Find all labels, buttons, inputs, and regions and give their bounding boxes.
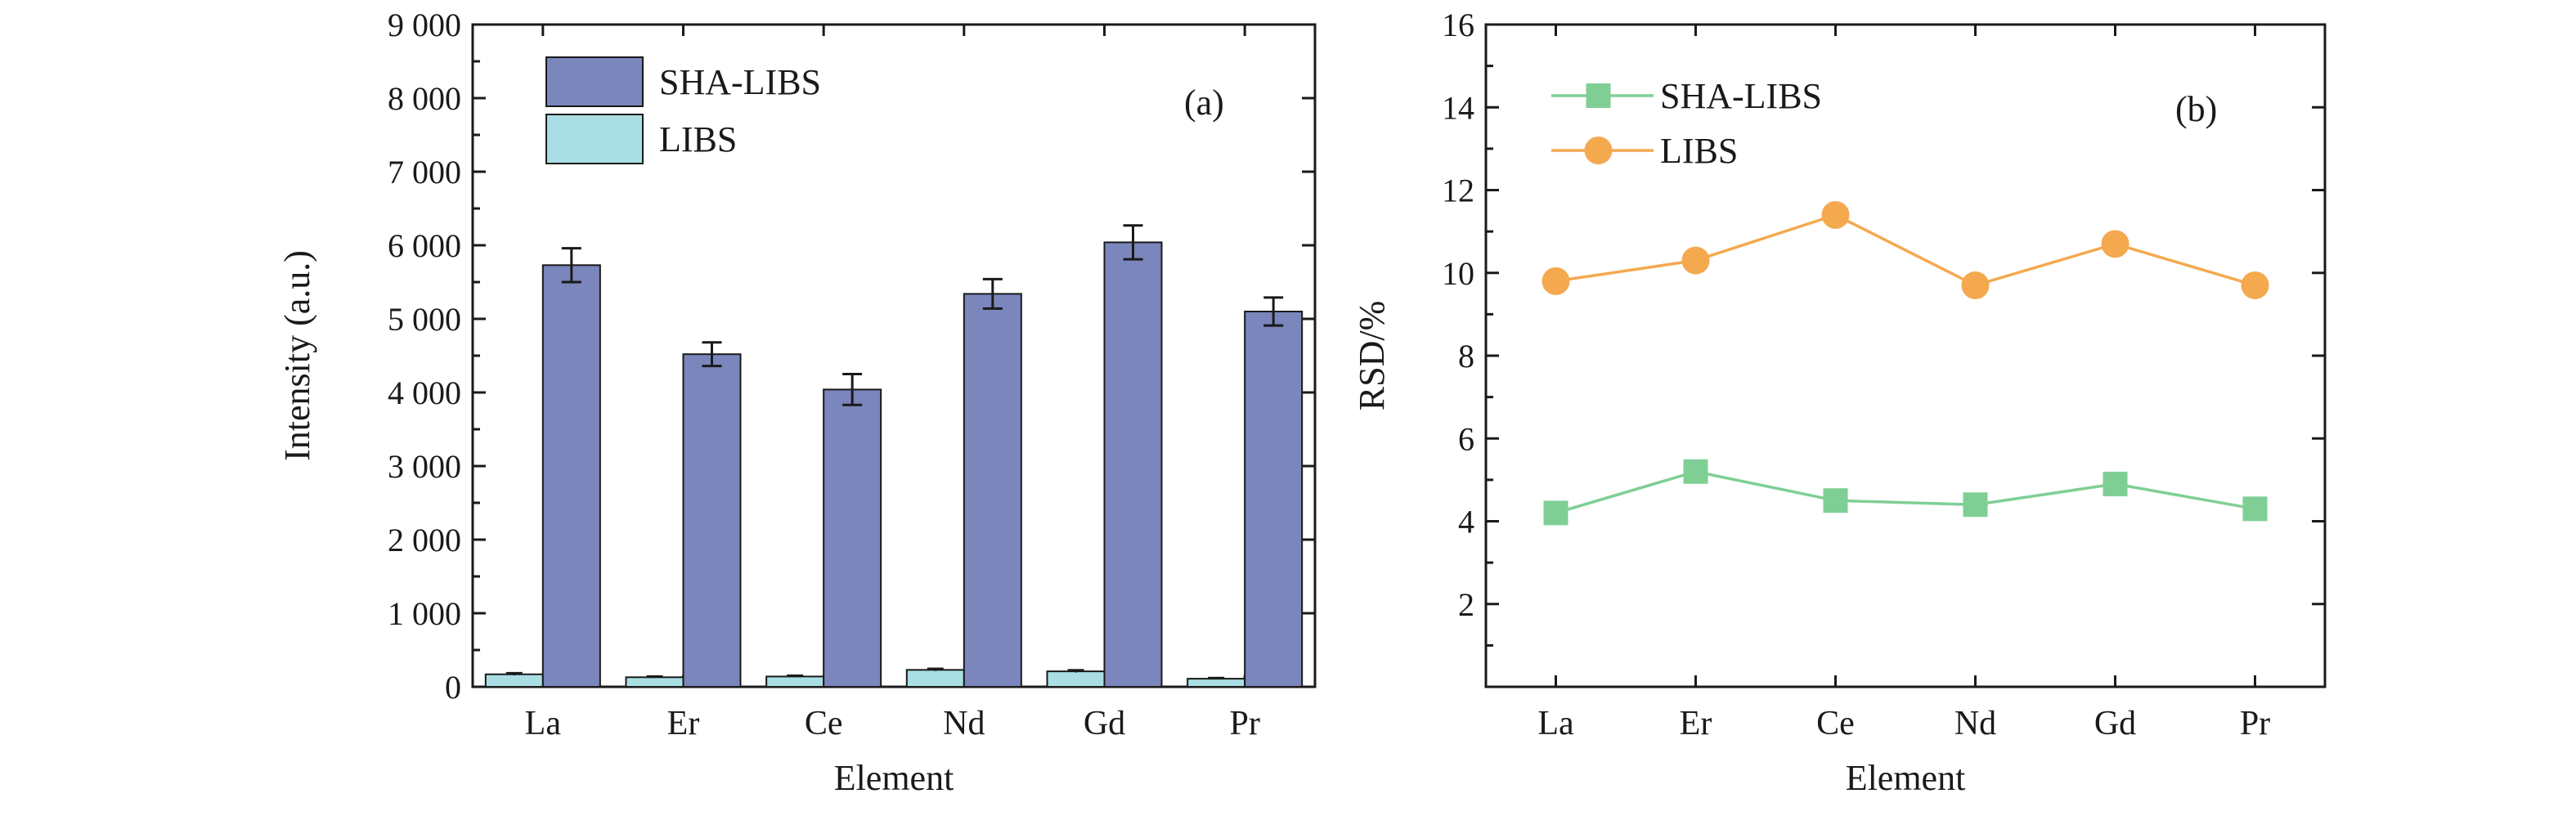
data-point-libs <box>2241 271 2269 299</box>
bar-libs <box>625 676 684 688</box>
x-tick-label: La <box>1537 705 1574 742</box>
data-point-sha-libs <box>2103 471 2128 496</box>
x-tick-label: Er <box>1680 705 1712 742</box>
y-tick-label: 10 <box>1442 255 1474 292</box>
panel-label: (b) <box>2175 89 2217 129</box>
x-tick-label: Nd <box>943 705 985 742</box>
bar-libs <box>1187 678 1246 688</box>
x-tick-label: Pr <box>1229 705 1259 742</box>
bar-libs <box>765 675 825 688</box>
series-line-libs <box>1555 213 2255 287</box>
bar-sha-libs <box>682 353 742 688</box>
data-point-sha-libs <box>1683 459 1708 484</box>
y-axis-title: Intensity (a.u.) <box>277 250 317 461</box>
y-tick-label: 3 000 <box>388 448 461 485</box>
y-tick-label: 4 <box>1458 504 1474 540</box>
legend-swatch <box>545 114 644 164</box>
y-tick-label: 12 <box>1442 173 1474 209</box>
y-tick-label: 6 <box>1458 420 1474 457</box>
x-axis-title: Element <box>834 758 954 798</box>
x-tick-label: Ce <box>1816 705 1855 742</box>
legend-marker-sha-libs <box>1586 83 1611 108</box>
series-line-sha-libs <box>1555 469 2255 515</box>
data-point-sha-libs <box>1963 492 1988 518</box>
data-point-libs <box>1961 271 1990 299</box>
x-tick-label: La <box>525 705 562 742</box>
bar-sha-libs <box>1244 311 1304 688</box>
data-point-sha-libs <box>1823 488 1848 513</box>
legend-label: LIBS <box>659 119 737 159</box>
y-tick-label: 14 <box>1442 89 1474 126</box>
bar-chart-panel: 0 1 000 2 000 3 000 4 000 5 000 6 000 7 000 8 00… <box>277 7 1317 798</box>
y-tick-label: 9 000 <box>388 7 461 43</box>
y-tick-label: 2 <box>1458 586 1474 623</box>
y-tick-label: 6 000 <box>388 227 461 264</box>
x-tick-label: Pr <box>2240 705 2270 742</box>
x-tick-label: Gd <box>1084 705 1125 742</box>
x-tick-label: Nd <box>1954 705 1996 742</box>
y-tick-label: 8 <box>1458 338 1474 374</box>
bar-sha-libs <box>541 264 601 688</box>
y-tick-label: 5 000 <box>388 301 461 338</box>
y-tick-label: 0 <box>445 669 461 706</box>
data-point-libs <box>1542 267 1570 295</box>
line-chart-panel: 2 4 6 8 10 12 14 16 La Er Ce Nd Gd Pr Element RSD/% SHA-… <box>1352 7 2327 798</box>
legend-label: LIBS <box>1660 131 1738 171</box>
bar-libs <box>1046 670 1106 688</box>
bar-sha-libs <box>1103 241 1163 688</box>
x-axis-title: Element <box>1846 758 1966 798</box>
y-tick-label: 2 000 <box>388 522 461 558</box>
bar-libs <box>905 669 965 688</box>
data-point-sha-libs <box>1543 500 1568 526</box>
y-tick-label: 4 000 <box>388 374 461 411</box>
bar-sha-libs <box>823 388 882 688</box>
data-point-sha-libs <box>2242 496 2268 522</box>
x-tick-label: Gd <box>2094 705 2136 742</box>
y-tick-label: 7 000 <box>388 154 461 191</box>
panel-label: (a) <box>1184 83 1224 123</box>
data-point-libs <box>1821 200 1850 229</box>
data-point-libs <box>2101 230 2129 258</box>
y-tick-label: 16 <box>1442 7 1474 43</box>
data-point-libs <box>1681 246 1710 275</box>
legend-label: SHA-LIBS <box>1660 76 1822 116</box>
y-tick-label: 1 000 <box>388 595 461 632</box>
bar-sha-libs <box>963 293 1022 688</box>
y-axis-title: RSD/% <box>1352 301 1392 410</box>
x-tick-label: Er <box>667 705 700 742</box>
legend-label: SHA-LIBS <box>659 62 821 102</box>
legend-swatch <box>545 56 644 107</box>
bar-libs <box>484 673 544 688</box>
x-tick-label: Ce <box>805 705 843 742</box>
y-tick-label: 8 000 <box>388 80 461 117</box>
legend-marker-libs <box>1584 137 1613 164</box>
